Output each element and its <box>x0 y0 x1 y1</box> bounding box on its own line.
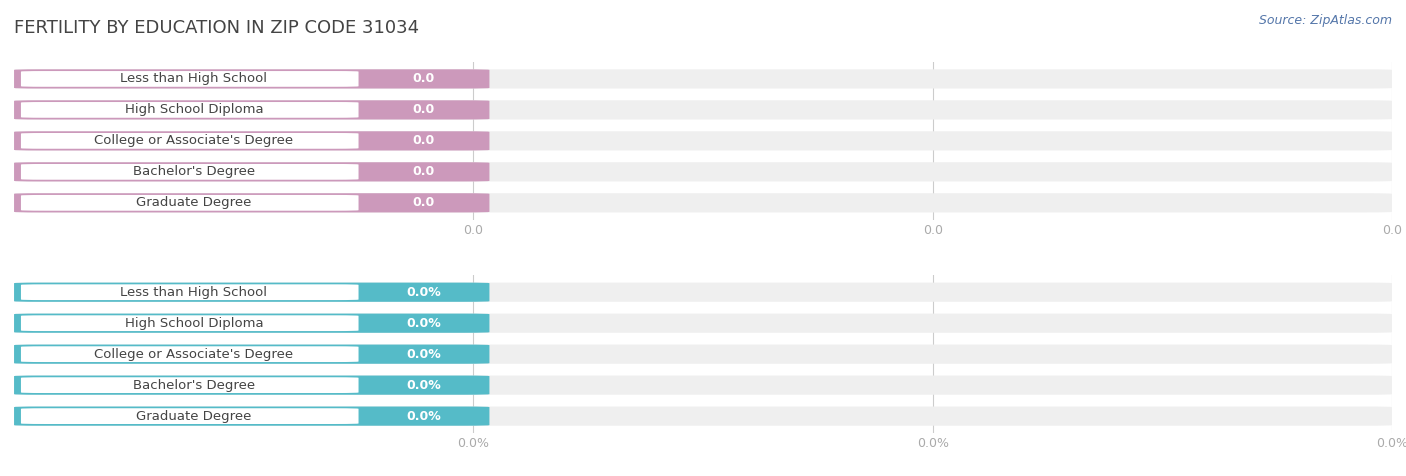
Text: Graduate Degree: Graduate Degree <box>136 410 252 423</box>
FancyBboxPatch shape <box>14 345 489 364</box>
FancyBboxPatch shape <box>14 100 1392 119</box>
FancyBboxPatch shape <box>21 102 359 118</box>
FancyBboxPatch shape <box>21 195 359 211</box>
FancyBboxPatch shape <box>14 283 489 302</box>
FancyBboxPatch shape <box>14 407 489 426</box>
Text: 0.0: 0.0 <box>413 165 434 178</box>
Text: Less than High School: Less than High School <box>121 72 267 85</box>
FancyBboxPatch shape <box>14 314 489 333</box>
Text: 0.0%: 0.0% <box>406 347 441 361</box>
Text: College or Associate's Degree: College or Associate's Degree <box>94 347 294 361</box>
Text: 0.0%: 0.0% <box>406 410 441 423</box>
FancyBboxPatch shape <box>21 346 359 362</box>
Text: 0.0: 0.0 <box>413 72 434 85</box>
FancyBboxPatch shape <box>21 71 359 87</box>
Text: 0.0: 0.0 <box>413 103 434 117</box>
Text: Source: ZipAtlas.com: Source: ZipAtlas.com <box>1258 14 1392 27</box>
FancyBboxPatch shape <box>14 407 1392 426</box>
FancyBboxPatch shape <box>14 376 1392 395</box>
Text: 0.0: 0.0 <box>413 196 434 209</box>
FancyBboxPatch shape <box>21 164 359 180</box>
FancyBboxPatch shape <box>14 162 1392 181</box>
FancyBboxPatch shape <box>21 284 359 300</box>
FancyBboxPatch shape <box>14 69 1392 89</box>
Text: Bachelor's Degree: Bachelor's Degree <box>132 378 254 392</box>
FancyBboxPatch shape <box>14 131 489 150</box>
Text: High School Diploma: High School Diploma <box>125 317 263 330</box>
FancyBboxPatch shape <box>14 131 1392 150</box>
FancyBboxPatch shape <box>14 193 1392 212</box>
Text: College or Associate's Degree: College or Associate's Degree <box>94 134 294 148</box>
FancyBboxPatch shape <box>21 133 359 149</box>
Text: 0.0: 0.0 <box>413 134 434 148</box>
Text: 0.0%: 0.0% <box>406 317 441 330</box>
FancyBboxPatch shape <box>14 162 489 181</box>
FancyBboxPatch shape <box>14 314 1392 333</box>
Text: 0.0%: 0.0% <box>406 286 441 299</box>
FancyBboxPatch shape <box>14 100 489 119</box>
FancyBboxPatch shape <box>14 283 1392 302</box>
FancyBboxPatch shape <box>21 408 359 424</box>
Text: Less than High School: Less than High School <box>121 286 267 299</box>
Text: FERTILITY BY EDUCATION IN ZIP CODE 31034: FERTILITY BY EDUCATION IN ZIP CODE 31034 <box>14 19 419 37</box>
FancyBboxPatch shape <box>14 345 1392 364</box>
Text: 0.0%: 0.0% <box>406 378 441 392</box>
Text: High School Diploma: High School Diploma <box>125 103 263 117</box>
FancyBboxPatch shape <box>14 69 489 89</box>
Text: Graduate Degree: Graduate Degree <box>136 196 252 209</box>
Text: Bachelor's Degree: Bachelor's Degree <box>132 165 254 178</box>
FancyBboxPatch shape <box>21 315 359 331</box>
FancyBboxPatch shape <box>14 193 489 212</box>
FancyBboxPatch shape <box>21 377 359 393</box>
FancyBboxPatch shape <box>14 376 489 395</box>
